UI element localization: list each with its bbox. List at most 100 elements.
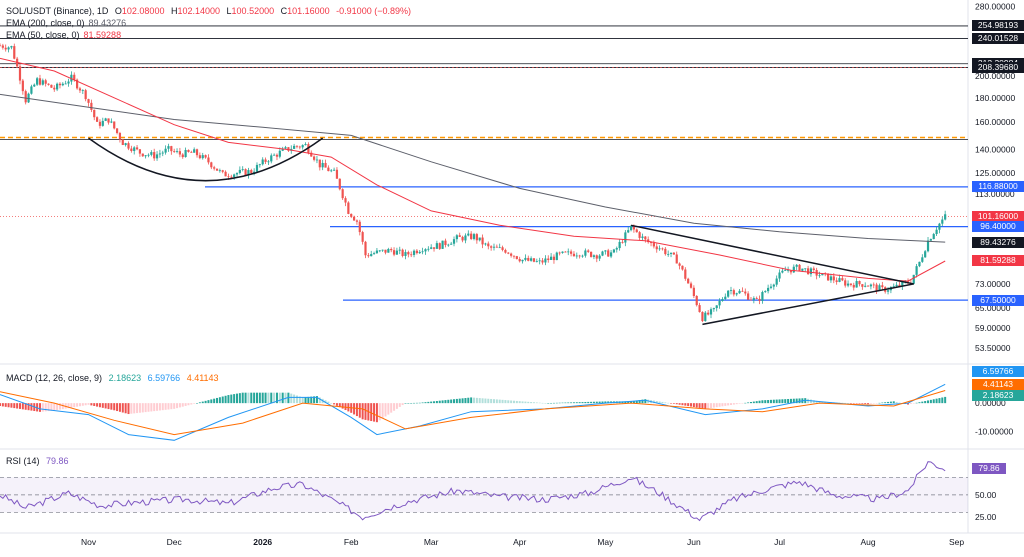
macd-histogram-bar	[555, 402, 558, 404]
candle-body	[835, 280, 838, 282]
candle-body	[138, 149, 142, 154]
candle-body	[233, 174, 236, 178]
candle-body	[752, 298, 755, 300]
candle-body	[36, 78, 39, 85]
macd-histogram-bar	[641, 399, 644, 404]
macd-histogram-bar	[370, 403, 373, 422]
candle-body	[167, 146, 170, 149]
macd-histogram-bar	[187, 403, 190, 406]
macd-histogram-bar	[547, 403, 550, 404]
macd-histogram-bar	[535, 402, 538, 404]
ema200-legend[interactable]: EMA (200, close, 0) 89.43276	[6, 18, 130, 28]
macd-signal-line	[0, 390, 946, 436]
candle-body	[395, 250, 399, 255]
macd-signal-value: 4.41143	[186, 373, 219, 383]
macd-histogram-bar	[838, 402, 841, 404]
macd-histogram-bar	[747, 402, 750, 404]
candle-body	[238, 169, 241, 174]
macd-axis-tick: -10.00000	[975, 427, 1014, 437]
macd-histogram-bar	[193, 403, 196, 404]
candle-body	[33, 84, 36, 87]
candle-body	[455, 235, 458, 240]
macd-histogram-bar	[58, 403, 61, 410]
macd-histogram-bar	[253, 392, 256, 404]
macd-histogram-bar	[638, 400, 641, 404]
macd-histogram-bar	[13, 403, 16, 409]
candle-body	[4, 47, 7, 50]
candle-body	[592, 255, 596, 257]
price-axis-tick: 65.00000	[975, 303, 1011, 313]
macd-histogram-bar	[550, 402, 553, 404]
ema50-legend[interactable]: EMA (50, close, 0) 81.59288	[6, 30, 125, 40]
macd-histogram-bar	[789, 398, 792, 404]
candle-body	[452, 239, 456, 244]
macd-histogram-bar	[335, 403, 338, 406]
macd-histogram-bar	[690, 403, 693, 407]
candle-body	[438, 243, 441, 249]
candle-body	[544, 258, 547, 263]
macd-histogram-bar	[567, 402, 570, 404]
candle-body	[641, 236, 644, 238]
macd-histogram-bar	[515, 400, 518, 404]
candle-body	[93, 109, 96, 118]
candle-body	[564, 251, 567, 253]
candle-body	[73, 74, 76, 80]
macd-histogram-bar	[390, 403, 393, 413]
macd-histogram-bar	[532, 402, 535, 404]
macd-histogram-bar	[44, 403, 47, 412]
macd-histogram-bar	[73, 403, 76, 408]
time-axis-label: Feb	[344, 537, 359, 547]
candle-body	[761, 292, 764, 301]
candle-body	[181, 154, 184, 158]
candle-body	[418, 251, 421, 254]
candle-body	[701, 312, 704, 322]
macd-histogram-bar	[735, 403, 738, 405]
macd-histogram-bar	[887, 401, 890, 404]
macd-histogram-bar	[492, 399, 495, 404]
candle-body	[58, 83, 62, 86]
macd-histogram-bar	[467, 397, 470, 404]
candle-body	[692, 287, 695, 296]
candle-body	[575, 255, 578, 257]
price-axis-tick: 140.00000	[975, 145, 1015, 155]
macd-histogram-bar	[701, 403, 704, 409]
candle-body	[784, 270, 787, 272]
candle-body	[678, 263, 681, 266]
macd-histogram-bar	[455, 398, 458, 404]
candle-body	[327, 167, 330, 172]
candle-body	[901, 281, 904, 287]
rsi-legend[interactable]: RSI (14) 79.86	[6, 456, 73, 466]
macd-histogram-bar	[792, 398, 795, 404]
macd-histogram-bar	[333, 403, 336, 405]
macd-histogram-bar	[681, 403, 684, 406]
candle-body	[758, 298, 761, 301]
macd-histogram-bar	[512, 400, 515, 404]
macd-histogram-bar	[264, 392, 267, 404]
macd-histogram-bar	[892, 401, 895, 404]
macd-legend[interactable]: MACD (12, 26, close, 9) 2.18623 6.59766 …	[6, 373, 223, 383]
triangle-lower-line	[702, 283, 914, 326]
macd-histogram-bar	[858, 403, 861, 404]
candle-body	[647, 239, 650, 243]
macd-histogram-bar	[572, 402, 575, 404]
macd-histogram-bar	[124, 403, 127, 414]
candle-body	[427, 248, 430, 250]
candle-body	[372, 253, 376, 255]
open-value: 102.08000	[121, 6, 165, 16]
candle-body	[50, 84, 53, 88]
symbol-header: SOL/USDT (Binance), 1D O102.08000 H102.1…	[6, 6, 415, 16]
candle-body	[375, 250, 379, 254]
macd-histogram-bar	[430, 401, 433, 404]
candle-body	[301, 145, 304, 148]
candle-body	[358, 221, 361, 233]
macd-histogram-bar	[595, 401, 598, 404]
macd-histogram-bar	[353, 403, 356, 415]
candle-body	[524, 257, 527, 260]
macd-histogram-bar	[855, 403, 858, 404]
candle-body	[809, 268, 813, 275]
ema200-line	[0, 93, 946, 243]
macd-histogram-bar	[447, 399, 450, 404]
macd-histogram-bar	[250, 392, 253, 404]
price-axis-tick: 73.00000	[975, 279, 1011, 289]
